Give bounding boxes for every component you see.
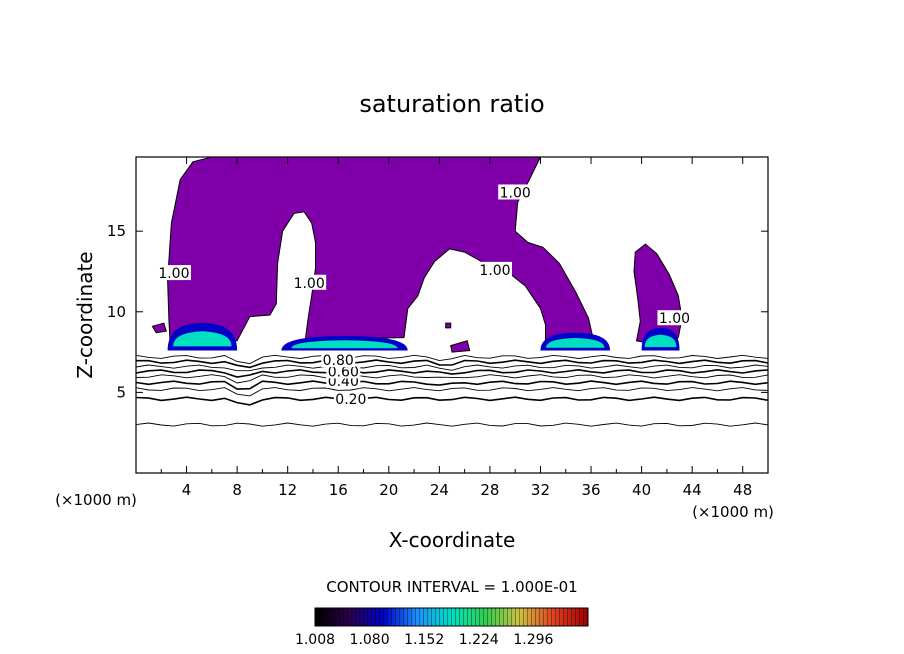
contour-interval-text: CONTOUR INTERVAL = 1.000E-01 bbox=[326, 578, 577, 596]
y-unit-label: (×1000 m) bbox=[55, 491, 137, 509]
patch-inner bbox=[291, 340, 398, 349]
colorbar-frame bbox=[314, 607, 589, 627]
colorbar-tick-label: 1.296 bbox=[513, 632, 553, 648]
contour-line bbox=[135, 374, 769, 384]
saturated-region bbox=[151, 322, 167, 334]
x-tick-label: 40 bbox=[632, 481, 651, 499]
contour-line bbox=[135, 368, 769, 378]
y-tick-label: 15 bbox=[107, 222, 126, 240]
y-axis-label: Z-coordinate bbox=[73, 251, 97, 378]
chart-title: saturation ratio bbox=[359, 90, 544, 118]
contour-label-bg bbox=[477, 261, 512, 277]
contour-line bbox=[135, 422, 769, 427]
colorbar: 1.008 1.080 1.152 1.224 1.296 bbox=[295, 607, 589, 648]
x-tick-label: 16 bbox=[329, 481, 348, 499]
contour-label: 1.00 bbox=[500, 185, 531, 201]
x-tick-label: 44 bbox=[683, 481, 702, 499]
colorbar-tick-labels: 1.008 1.080 1.152 1.224 1.296 bbox=[295, 632, 554, 648]
colorbar-tick-label: 1.152 bbox=[404, 632, 444, 648]
patch-inner bbox=[173, 331, 232, 347]
contour-label-bg bbox=[156, 265, 191, 281]
contour-label-bg bbox=[321, 352, 356, 368]
contour-labels: 0.200.400.600.801.001.001.001.001.00 bbox=[156, 184, 692, 408]
contour-label: 0.20 bbox=[335, 392, 366, 408]
contour-label: 1.00 bbox=[659, 311, 690, 327]
x-axis-label: X-coordinate bbox=[389, 528, 516, 552]
colorbar-tick-label: 1.080 bbox=[350, 632, 390, 648]
contour-label: 1.00 bbox=[479, 263, 510, 279]
colorbar-tick-label: 1.224 bbox=[459, 632, 499, 648]
x-tick-label: 48 bbox=[733, 481, 752, 499]
contour-line bbox=[135, 354, 769, 365]
x-tick-label: 36 bbox=[581, 481, 600, 499]
contour-label: 0.80 bbox=[323, 353, 354, 369]
contour-label-bg bbox=[498, 184, 533, 200]
x-tick-label: 24 bbox=[430, 481, 449, 499]
contour-label-bg bbox=[326, 363, 361, 379]
supersaturation-patches bbox=[167, 323, 680, 351]
plot-frame bbox=[135, 156, 769, 474]
contour-line bbox=[135, 396, 769, 406]
patch-inner bbox=[644, 334, 677, 348]
contour-label: 0.60 bbox=[328, 364, 359, 380]
y-tick-label: 10 bbox=[107, 303, 126, 321]
x-tick-label: 32 bbox=[531, 481, 550, 499]
contour-label: 1.00 bbox=[294, 276, 325, 292]
contour-line bbox=[135, 387, 769, 397]
contour-line bbox=[135, 380, 769, 390]
contour-label-bg bbox=[657, 310, 692, 326]
x-tick-label: 28 bbox=[480, 481, 499, 499]
x-tick-label: 12 bbox=[278, 481, 297, 499]
contour-label-bg bbox=[292, 274, 327, 290]
x-tick-label: 4 bbox=[182, 481, 192, 499]
saturated-region bbox=[445, 322, 452, 329]
contour-line bbox=[135, 364, 769, 372]
contour-label-bg bbox=[333, 390, 368, 406]
colorbar-tick-label: 1.008 bbox=[295, 632, 335, 648]
saturated-region bbox=[450, 340, 471, 353]
colorbar-stripes bbox=[315, 608, 588, 626]
y-tick-label: 5 bbox=[116, 383, 126, 401]
x-unit-label: (×1000 m) bbox=[692, 503, 774, 521]
x-tick-label: 20 bbox=[379, 481, 398, 499]
x-tick-label: 8 bbox=[232, 481, 242, 499]
contour-label: 1.00 bbox=[158, 266, 189, 282]
contour-line bbox=[136, 359, 769, 369]
patch-inner bbox=[546, 338, 605, 348]
contour-lines bbox=[135, 354, 769, 427]
